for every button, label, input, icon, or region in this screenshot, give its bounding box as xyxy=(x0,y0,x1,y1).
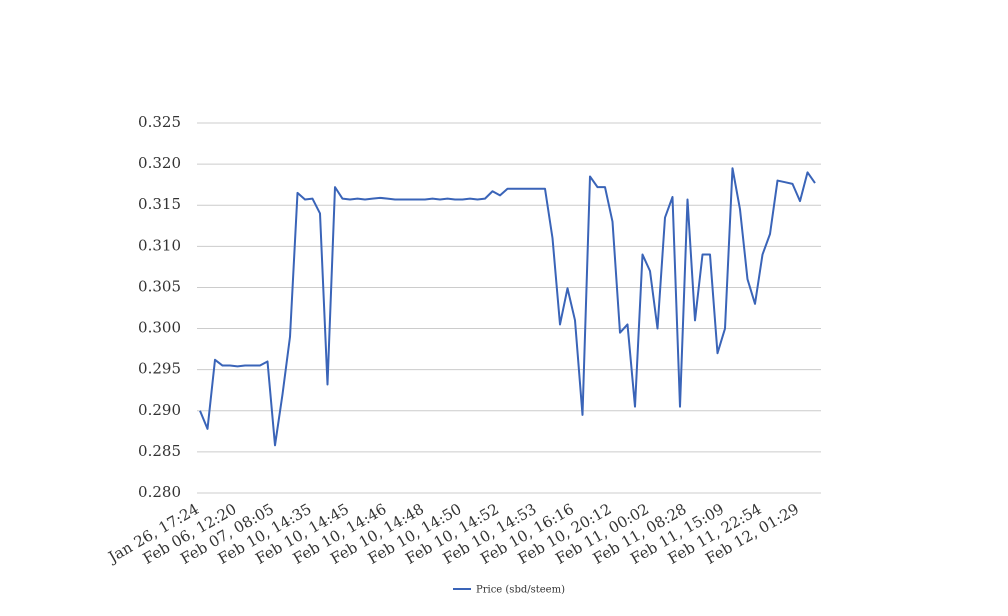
y-tick-label: 0.310 xyxy=(138,236,181,254)
y-tick-label: 0.285 xyxy=(138,442,181,460)
y-tick-label: 0.280 xyxy=(138,483,181,501)
y-tick-label: 0.315 xyxy=(138,195,181,213)
y-tick-label: 0.290 xyxy=(138,401,181,419)
y-tick-label: 0.320 xyxy=(138,154,181,172)
y-tick-label: 0.295 xyxy=(138,360,181,378)
y-tick-label: 0.300 xyxy=(138,319,181,337)
legend-label: Price (sbd/steem) xyxy=(476,585,565,596)
price-line xyxy=(199,167,816,447)
y-tick-label: 0.325 xyxy=(138,113,181,131)
y-tick-label: 0.305 xyxy=(138,277,181,295)
